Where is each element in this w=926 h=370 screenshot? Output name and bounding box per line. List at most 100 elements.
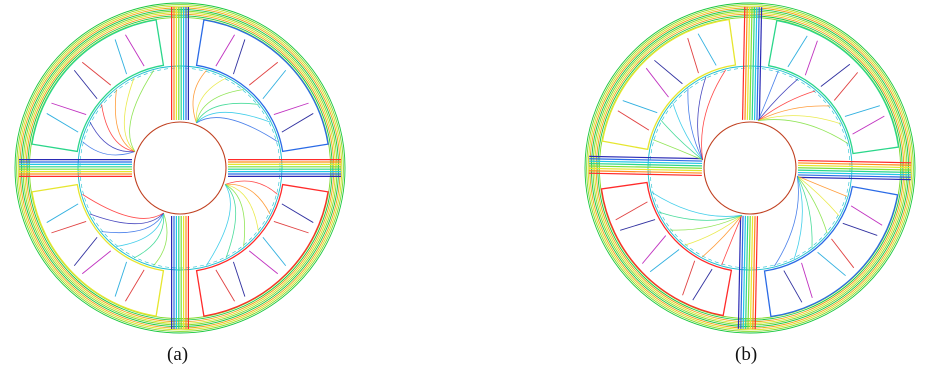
pole-flux-line [797,174,911,178]
tooth-line [645,67,669,98]
gap-flux-line [796,175,828,234]
tooth-line [232,39,246,75]
pole-flux-line [744,215,749,329]
gap-flux-line [195,77,227,123]
tooth-line [281,113,314,133]
pole-flux-line [588,165,702,169]
pole-flux-line [797,171,911,176]
pole-flux-line [797,169,911,174]
tooth-line [125,34,145,67]
gap-flux-line [82,194,164,219]
flux-diagram-a [14,2,346,334]
pole-flux-line [752,216,756,330]
gap-flux-line [757,78,799,121]
gap-flux-line [701,215,743,258]
caption-a: (a) [167,344,189,365]
gap-flux-line [196,117,278,142]
gap-flux-line [196,89,244,123]
pole-flux-line [749,6,753,120]
tooth-line [820,63,851,87]
tooth-line [248,250,279,275]
caption-b: (b) [735,344,758,365]
gap-flux-line [206,184,231,266]
gap-flux-line [652,139,703,161]
gap-flux-line [757,90,816,122]
yoke-flux-line [16,4,344,332]
pole-flux-line [742,215,747,329]
pole-flux-line [747,216,751,330]
gap-flux-line [133,213,165,259]
winding-slot [31,183,165,317]
tooth-line [850,205,883,226]
airgap-circle-inner [649,67,851,269]
tooth-line [852,115,885,135]
tooth-line [817,251,846,277]
tooth-line [842,222,878,236]
yoke-flux-line [19,7,341,329]
winding-slot [763,185,899,318]
gap-flux-line [82,141,136,156]
pole-flux-line [798,159,912,164]
tooth-line [262,69,287,100]
pole-flux-line [798,164,912,169]
tooth-line [692,268,713,301]
airgap-circle-inner [79,67,281,269]
pole-flux-line [751,7,756,121]
pole-flux-line [741,6,746,120]
tooth-line [125,269,145,302]
tooth-line [697,33,717,66]
tooth-line [46,113,79,133]
gap-flux-line [123,77,136,152]
yoke-flux-line [28,16,332,320]
tooth-line [615,201,648,221]
pole-flux-line [756,7,760,121]
yoke-flux-line [17,5,343,331]
rotor-bore [133,121,227,215]
pole-flux-line [753,7,758,121]
tooth-line [844,105,880,117]
gap-flux-line [89,121,135,153]
gap-flux-line [660,119,703,161]
tooth-line [620,219,656,231]
winding-slot [195,183,329,317]
pole-flux-line [737,215,742,329]
tooth-line [831,238,855,269]
flux-plot-a [8,0,353,340]
gap-flux-line [701,69,726,160]
gap-flux-line [224,184,237,259]
tooth-line [787,35,808,68]
gap-flux-line [797,175,848,197]
gap-flux-line [796,175,813,248]
flux-plot-b [578,0,923,340]
tooth-line [783,270,803,303]
yoke-flux-line [14,2,346,334]
gap-flux-line [757,70,779,121]
tooth-line [215,34,235,67]
tooth-line [114,261,128,297]
winding-slot [601,18,737,151]
pole-flux-line [588,172,702,177]
gap-flux-line [757,105,830,122]
pole-flux-line [797,176,911,181]
gap-flux-line [89,212,164,225]
yoke-flux-line [20,8,340,328]
tooth-line [833,72,859,101]
gap-flux-line [153,212,168,266]
yoke-flux-line [586,4,914,332]
gap-flux-line [697,77,707,160]
pole-flux-line [758,7,763,121]
tooth-line [215,269,235,302]
tooth-line [232,261,246,297]
yoke-flux-line [24,12,336,324]
gap-flux-line [774,176,799,267]
tooth-line [51,220,87,234]
pole-flux-line [588,167,702,172]
flux-diagram-b [584,2,916,334]
airgap-circle [647,65,853,271]
pole-flux-line [798,162,912,166]
gap-flux-line [684,214,743,246]
tooth-line [622,100,658,114]
tooth-line [654,59,683,85]
gap-flux-line [225,184,259,232]
yoke-flux-line [27,15,333,321]
